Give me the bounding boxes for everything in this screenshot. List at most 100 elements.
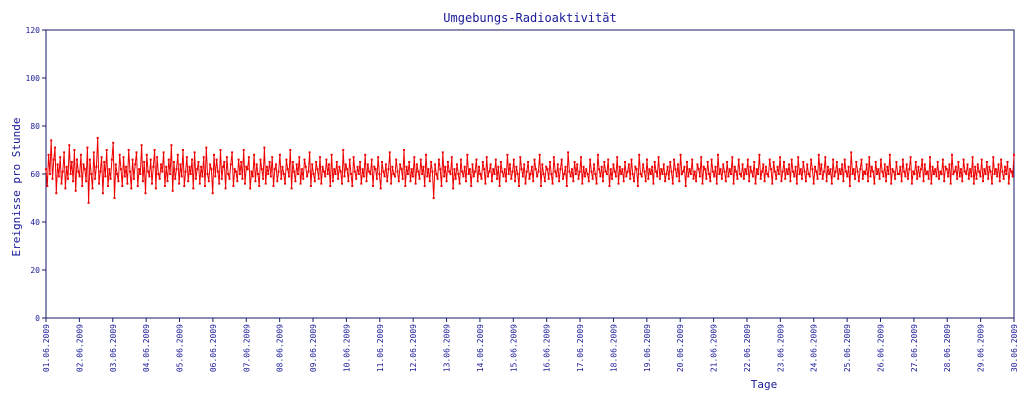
data-point — [453, 168, 456, 171]
data-point — [587, 180, 590, 183]
data-point — [377, 156, 380, 159]
data-point — [664, 180, 667, 183]
data-point — [881, 170, 884, 173]
data-point — [431, 170, 434, 173]
data-point — [459, 158, 462, 161]
data-point — [757, 173, 760, 175]
data-point — [207, 180, 210, 183]
data-point — [127, 149, 130, 151]
data-point — [325, 158, 328, 161]
data-point — [781, 170, 784, 173]
data-point — [957, 161, 960, 163]
data-point — [352, 156, 355, 159]
data-point — [810, 158, 813, 161]
data-point — [596, 153, 599, 156]
data-point — [892, 170, 895, 173]
data-point — [551, 182, 554, 185]
data-point — [503, 168, 506, 171]
data-point — [501, 170, 504, 173]
x-axis-label: Tage — [751, 378, 778, 391]
data-point — [613, 170, 616, 173]
data-point — [263, 146, 266, 149]
data-point — [204, 185, 206, 187]
data-point — [163, 185, 166, 187]
data-point — [665, 173, 668, 175]
data-point — [877, 168, 880, 171]
y-axis: 0 20 40 60 80 100 120 — [26, 26, 46, 323]
data-point — [648, 168, 651, 171]
data-point — [704, 168, 707, 171]
data-point — [67, 177, 69, 180]
data-point — [77, 170, 80, 173]
x-tick-label: 18.06.2009 — [609, 324, 618, 372]
data-point — [573, 161, 576, 163]
data-point — [826, 165, 829, 168]
data-point — [560, 158, 563, 161]
x-tick-label: 11.06.2009 — [376, 324, 385, 372]
y-tick-label: 60 — [30, 170, 40, 179]
data-point — [907, 177, 909, 180]
data-point — [1002, 177, 1005, 180]
series-line — [45, 137, 1015, 203]
data-point — [745, 173, 748, 175]
data-point — [828, 173, 831, 175]
data-point — [497, 165, 500, 168]
data-point — [626, 170, 629, 173]
x-tick-label: 16.06.2009 — [543, 324, 552, 372]
data-point — [201, 175, 204, 178]
data-point — [242, 149, 245, 151]
data-point — [768, 158, 771, 161]
data-point — [726, 161, 729, 163]
data-point — [384, 163, 387, 166]
data-point — [154, 187, 157, 190]
data-point — [410, 168, 413, 171]
data-point — [435, 173, 438, 175]
data-point — [547, 177, 550, 180]
data-point — [971, 156, 974, 159]
x-tick-label: 01.06.2009 — [42, 324, 51, 372]
data-point — [775, 177, 778, 180]
y-tick-label: 120 — [26, 26, 41, 35]
data-point — [180, 175, 183, 178]
data-point — [417, 170, 420, 173]
y-tick-label: 100 — [26, 74, 41, 83]
data-point — [825, 180, 828, 183]
data-point — [812, 182, 815, 185]
data-point — [454, 177, 457, 180]
data-point — [45, 168, 47, 171]
data-point — [245, 165, 248, 168]
data-point — [692, 177, 695, 180]
data-point — [719, 168, 722, 171]
data-point — [568, 170, 571, 173]
data-point — [722, 163, 725, 166]
data-point — [956, 177, 959, 180]
data-point — [134, 163, 137, 166]
data-point — [175, 168, 178, 171]
data-point — [355, 177, 358, 180]
data-point — [591, 177, 594, 180]
data-point — [452, 187, 455, 190]
data-point — [616, 156, 619, 159]
data-point — [998, 180, 1001, 183]
data-point — [169, 173, 172, 175]
data-point — [576, 163, 579, 166]
data-point — [229, 163, 232, 166]
x-tick-label: 28.06.2009 — [943, 324, 952, 372]
data-point — [855, 161, 858, 163]
y-tick-label: 20 — [30, 266, 40, 275]
data-point — [488, 170, 491, 173]
data-point — [541, 163, 544, 166]
data-point — [885, 180, 888, 183]
data-point — [744, 168, 747, 171]
data-point — [470, 185, 473, 187]
data-point — [609, 168, 612, 171]
data-point — [593, 163, 595, 166]
data-point — [693, 170, 696, 173]
data-point — [388, 151, 391, 154]
data-point — [179, 163, 182, 166]
data-point — [136, 185, 139, 187]
data-point — [59, 156, 62, 159]
data-point — [171, 189, 174, 192]
data-point — [50, 139, 53, 142]
